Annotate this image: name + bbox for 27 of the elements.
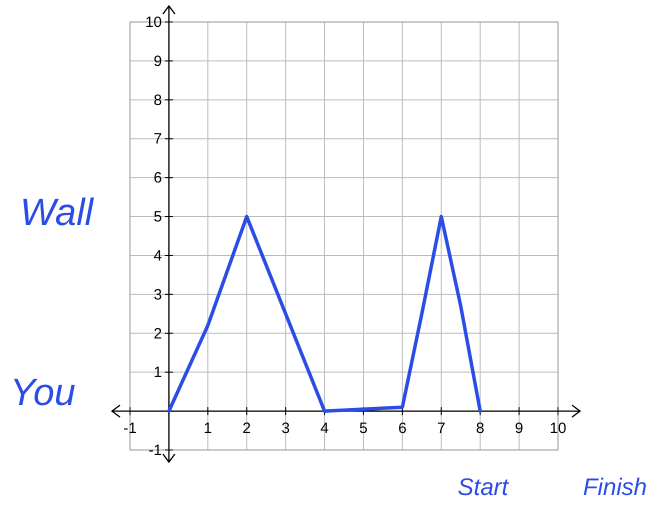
x-tick-label: 2 bbox=[242, 420, 251, 438]
y-tick-label: 7 bbox=[154, 130, 162, 148]
y-tick-label: 5 bbox=[154, 208, 162, 226]
y-tick-label: 3 bbox=[154, 286, 162, 304]
x-tick-label: 1 bbox=[204, 420, 212, 438]
x-tick-label: -1 bbox=[123, 420, 137, 438]
x-tick-label: 5 bbox=[359, 420, 368, 438]
y-tick-label: 9 bbox=[154, 52, 162, 70]
y-tick-label: -1 bbox=[148, 442, 162, 459]
text: Wall bbox=[20, 192, 95, 234]
x-tick-label: 9 bbox=[514, 420, 524, 438]
text: Finish bbox=[582, 474, 648, 501]
x-tick-label: 8 bbox=[476, 420, 484, 438]
line-series bbox=[167, 214, 482, 413]
y-tick-label: 4 bbox=[154, 247, 162, 264]
x-tick-label: 10 bbox=[550, 420, 566, 438]
x-tick-label: 7 bbox=[437, 420, 446, 438]
x-tick-label: 3 bbox=[281, 420, 290, 438]
x-tick-label: 4 bbox=[320, 420, 329, 438]
y-tick-label: 6 bbox=[154, 170, 162, 187]
y-tick-label: 2 bbox=[154, 325, 162, 342]
text: You bbox=[10, 372, 76, 414]
x-tick-label: 6 bbox=[398, 420, 407, 438]
y-tick-label: 8 bbox=[154, 92, 162, 109]
y-tick-label: 10 bbox=[145, 14, 162, 31]
text: Start bbox=[458, 474, 510, 501]
y-tick-label: 1 bbox=[154, 364, 162, 382]
